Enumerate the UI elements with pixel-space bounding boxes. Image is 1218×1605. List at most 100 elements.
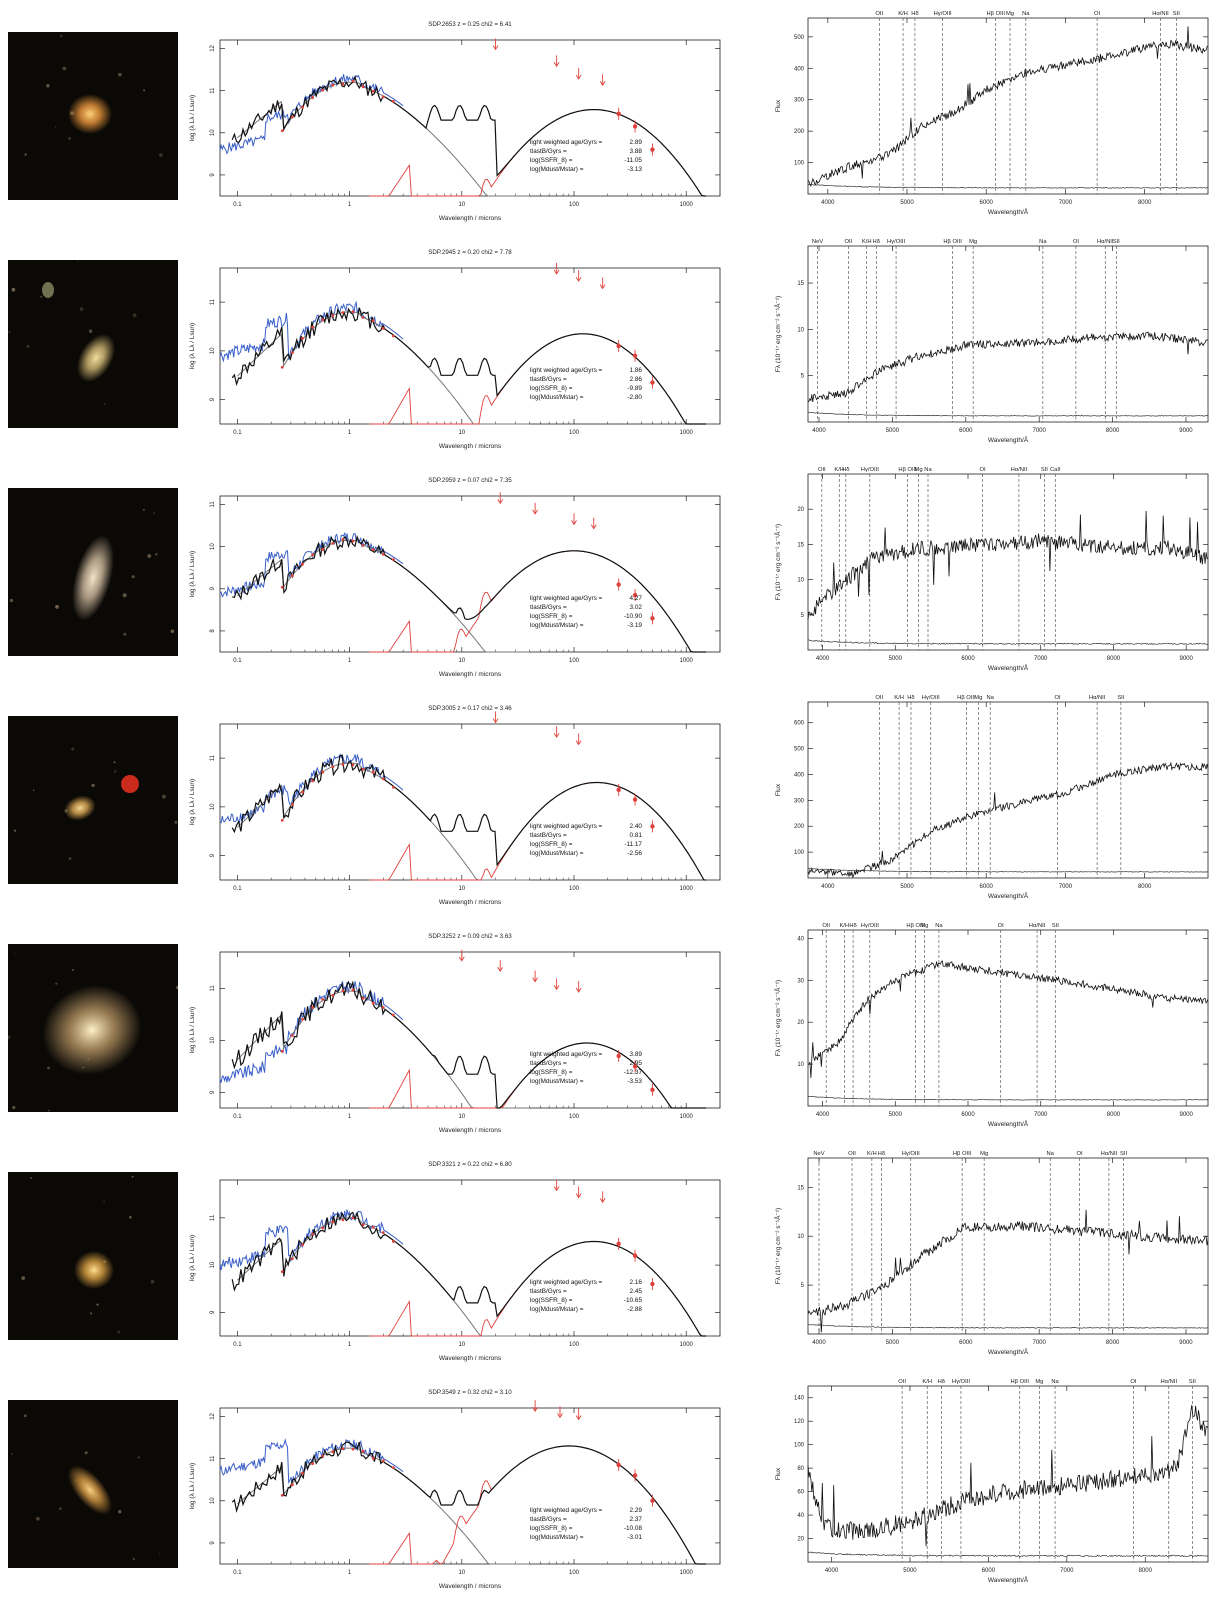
x-tick-label: 5000 (900, 884, 914, 890)
y-tick-label: 100 (794, 161, 805, 167)
spectrum-noise (807, 1323, 1209, 1329)
companion-source (42, 282, 54, 298)
photometry-point (311, 325, 314, 329)
y-tick-label: 5 (801, 374, 805, 380)
spectral-line-label: OI (1054, 695, 1061, 701)
photometry-point (381, 1459, 385, 1463)
param-value: -10.08 (624, 1525, 643, 1532)
spectral-line-label: Hβ OIII (957, 695, 976, 701)
x-tick-label: 1000 (680, 430, 694, 436)
photometry-point (291, 115, 294, 119)
x-axis-label: Wavelength / microns (439, 443, 502, 450)
photometry-point (341, 763, 345, 766)
x-tick-label: 7000 (1034, 1112, 1048, 1118)
spectral-line-label: OII (898, 1379, 906, 1385)
upper-limit-arrow (492, 718, 499, 724)
sed-plot-frame (219, 1407, 721, 1565)
param-label: light weighted age/Gyrs = (530, 1279, 603, 1286)
spectral-line-label: OII (875, 695, 883, 701)
spectral-line-label: Hα/NII (1089, 695, 1106, 701)
photometry-point (280, 1049, 284, 1053)
x-tick-label: 7000 (1033, 428, 1047, 434)
x-tick-label: 10 (458, 1342, 465, 1348)
y-axis-label: Flux (775, 99, 782, 112)
photometry-point (381, 1006, 385, 1009)
y-tick-label: 120 (794, 1419, 805, 1425)
spectrum-panel: NeV OII K/H Hδ Hγ/OIII Hβ OIII Mg Na OI Hα/NII SII… (768, 232, 1214, 460)
spectral-line-label: OI (1073, 239, 1080, 245)
background-star (158, 1553, 161, 1555)
photometry-point (341, 1447, 345, 1450)
photometry-point (301, 1471, 304, 1475)
y-tick-label: 11 (210, 87, 216, 94)
x-axis-label: Wavelength / microns (439, 1127, 502, 1134)
background-star (8, 1035, 11, 1040)
upper-limit-arrow (492, 45, 499, 51)
y-tick-label: 11 (210, 1455, 216, 1462)
photometry-point (331, 1450, 335, 1454)
y-axis-label: log (λ Lλ / Lsun) (189, 323, 196, 369)
spectral-line-label: Mg (1006, 11, 1014, 17)
spectral-line-label: K/H (894, 695, 904, 701)
background-star (118, 72, 122, 77)
spectral-line-label: Hδ (849, 923, 856, 929)
sed-panel: SDP.3252 z = 0.09 chi2 = 3.63 0.1 1 10 100 10… (180, 916, 740, 1144)
background-star (114, 770, 117, 773)
unattenuated-model (219, 1209, 404, 1271)
photometry-point (351, 310, 355, 313)
background-star (40, 295, 43, 298)
sed-panel: SDP.2959 z = 0.07 chi2 = 7.35 0.1 1 10 100 10… (180, 460, 740, 688)
y-tick-label: 10 (210, 543, 216, 550)
photometry-point (381, 1231, 385, 1234)
photometry-point (321, 770, 325, 774)
galaxy (72, 535, 114, 621)
x-tick-label: 100 (569, 430, 580, 436)
param-value: -2.88 (627, 1306, 642, 1313)
photometry-point (321, 1454, 325, 1458)
galaxy (77, 334, 115, 382)
total-model (231, 1441, 706, 1565)
y-tick-label: 11 (210, 754, 216, 761)
spectral-line-label: Na (935, 923, 943, 929)
y-tick-label: 11 (210, 1214, 216, 1221)
y-axis-label: log (λ Lλ / Lsun) (189, 1235, 196, 1281)
spectral-line-label: Hγ/OIII (952, 1379, 970, 1385)
photometry-point (280, 365, 284, 369)
x-tick-label: 1000 (680, 886, 694, 892)
galaxy-image (8, 716, 178, 884)
y-tick-label: 10 (210, 1261, 216, 1268)
x-tick-label: 1 (348, 658, 352, 664)
x-tick-label: 0.1 (233, 430, 242, 436)
photometry-point (291, 803, 294, 806)
sed-title: SDP.3252 z = 0.09 chi2 = 3.63 (428, 933, 512, 940)
background-star (147, 554, 152, 558)
unattenuated-model (219, 981, 404, 1083)
background-star (11, 1452, 14, 1455)
galaxy (67, 1465, 113, 1515)
param-label: log(Mdust/Mstar) = (530, 394, 584, 401)
photometry-point (311, 779, 314, 783)
background-star (174, 820, 178, 824)
y-tick-label: 11 (210, 985, 216, 992)
y-tick-label: 200 (794, 824, 805, 830)
photometry-point (280, 129, 284, 133)
param-label: log(SSFR_8) = (530, 1069, 573, 1076)
y-axis-label: log (λ Lλ / Lsun) (189, 779, 196, 825)
spectral-line-label: OII (822, 923, 830, 929)
galaxy-image (8, 1172, 178, 1340)
param-label: log(Mdust/Mstar) = (530, 1306, 584, 1313)
x-tick-label: 9000 (1179, 428, 1193, 434)
background-star (132, 1557, 135, 1561)
spectral-line-label: K/H (840, 923, 850, 929)
companion-source (121, 775, 139, 793)
background-star (104, 403, 106, 405)
photometry-point (341, 989, 345, 993)
y-axis-label: Flux (775, 783, 782, 796)
galaxy-image (8, 1400, 178, 1568)
photometry-point (301, 336, 304, 340)
photometry-point (301, 1017, 304, 1021)
x-tick-label: 4000 (821, 200, 835, 206)
spectral-line-label: Hα/NII (1029, 923, 1046, 929)
y-tick-label: 300 (794, 98, 805, 104)
background-star (71, 969, 74, 971)
